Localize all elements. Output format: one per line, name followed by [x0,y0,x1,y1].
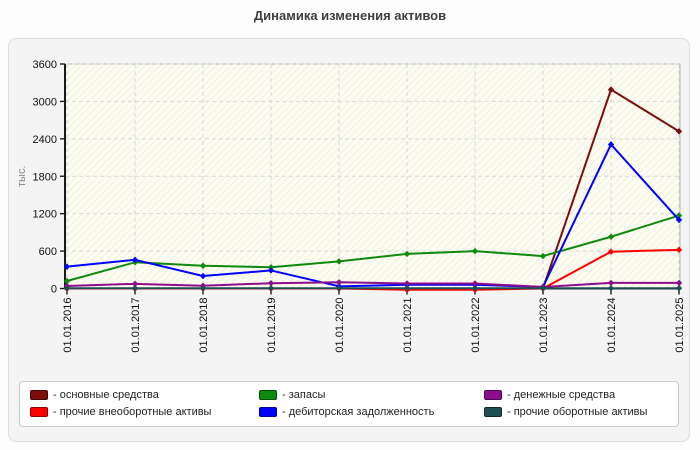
x-tick-label: 01.01.2020 [334,298,346,353]
legend-item: - денежные средства [484,388,615,402]
data-point-marker [63,284,71,292]
x-tick-label: 01.01.2018 [198,298,210,353]
chart-title: Динамика изменения активов [253,8,447,23]
legend-label: - денежные средства [507,389,616,401]
data-point-marker [335,284,343,292]
legend-label: - дебиторская задолженность [282,406,435,418]
data-point-marker [607,248,615,255]
y-tick-label: 0 [51,284,57,296]
legend-swatch [259,407,277,417]
data-point-marker [607,86,615,93]
y-tick-label: 1800 [33,171,57,183]
data-point-marker [403,280,411,287]
data-point-marker [539,284,547,292]
series-line [66,143,680,288]
x-tick-label: 01.01.2021 [402,298,414,353]
legend-label: - прочие оборотные активы [507,406,648,418]
data-point-marker [607,141,615,148]
legend-item: - запасы [259,388,325,402]
x-tick-label: 01.01.2017 [130,298,142,353]
data-point-marker [539,252,547,260]
data-point-marker [471,247,479,255]
series-line [66,214,680,282]
legend-item: - прочие внеоборотные активы [30,405,211,419]
legend-item: - основные средства [30,388,159,402]
chart-panel: 0 600 1200 1800 2400 3000 3600 01.01.2016 01.01.… [8,38,690,442]
legend-swatch [484,390,502,400]
chart-legend: - основные средства - прочие внеоборотные… [19,381,679,427]
legend-item: - прочие оборотные активы [484,405,647,419]
data-point-marker [267,279,275,287]
legend-label: - запасы [282,389,326,401]
legend-label: - основные средства [53,389,159,401]
data-point-marker [63,277,71,285]
x-tick-label: 01.01.2023 [538,298,550,353]
y-tick-label: 1200 [33,209,57,221]
x-tick-label: 01.01.2025 [674,298,686,353]
data-point-marker [267,267,275,274]
x-tick-label: 01.01.2024 [606,298,618,353]
data-point-marker [675,284,683,292]
data-point-marker [131,256,139,264]
data-point-marker [471,280,479,287]
legend-swatch [484,407,502,417]
data-point-marker [403,284,411,292]
data-point-marker [675,216,683,224]
series-line [66,281,679,288]
data-point-marker [607,284,615,292]
data-point-marker [675,246,683,254]
data-point-marker [199,262,207,269]
legend-swatch [259,390,277,400]
x-tick-label: 01.01.2019 [266,298,278,353]
data-point-marker [131,280,139,288]
y-tick-label: 3000 [33,96,57,108]
data-point-marker [471,284,479,292]
legend-swatch [30,390,48,400]
data-point-marker [403,250,411,258]
data-point-marker [335,258,343,265]
legend-swatch [30,407,48,417]
data-point-marker [199,272,207,280]
data-point-marker [675,279,683,287]
y-tick-label: 2400 [33,134,57,146]
y-axis-unit-label: тыс. [16,165,28,187]
x-tick-label: 01.01.2022 [470,298,482,353]
legend-label: - прочие внеоборотные активы [53,406,212,418]
y-tick-label: 600 [39,246,57,258]
data-point-marker [607,233,615,240]
y-tick-label: 3600 [33,59,57,71]
legend-item: - дебиторская задолженность [259,405,434,419]
data-point-marker [675,128,683,135]
data-point-marker [267,284,275,292]
data-point-marker [607,279,615,287]
x-tick-label: 01.01.2016 [62,298,74,353]
data-point-marker [199,284,207,292]
line-chart-canvas: 0 600 1200 1800 2400 3000 3600 01.01.2016 01.01.… [16,59,686,353]
